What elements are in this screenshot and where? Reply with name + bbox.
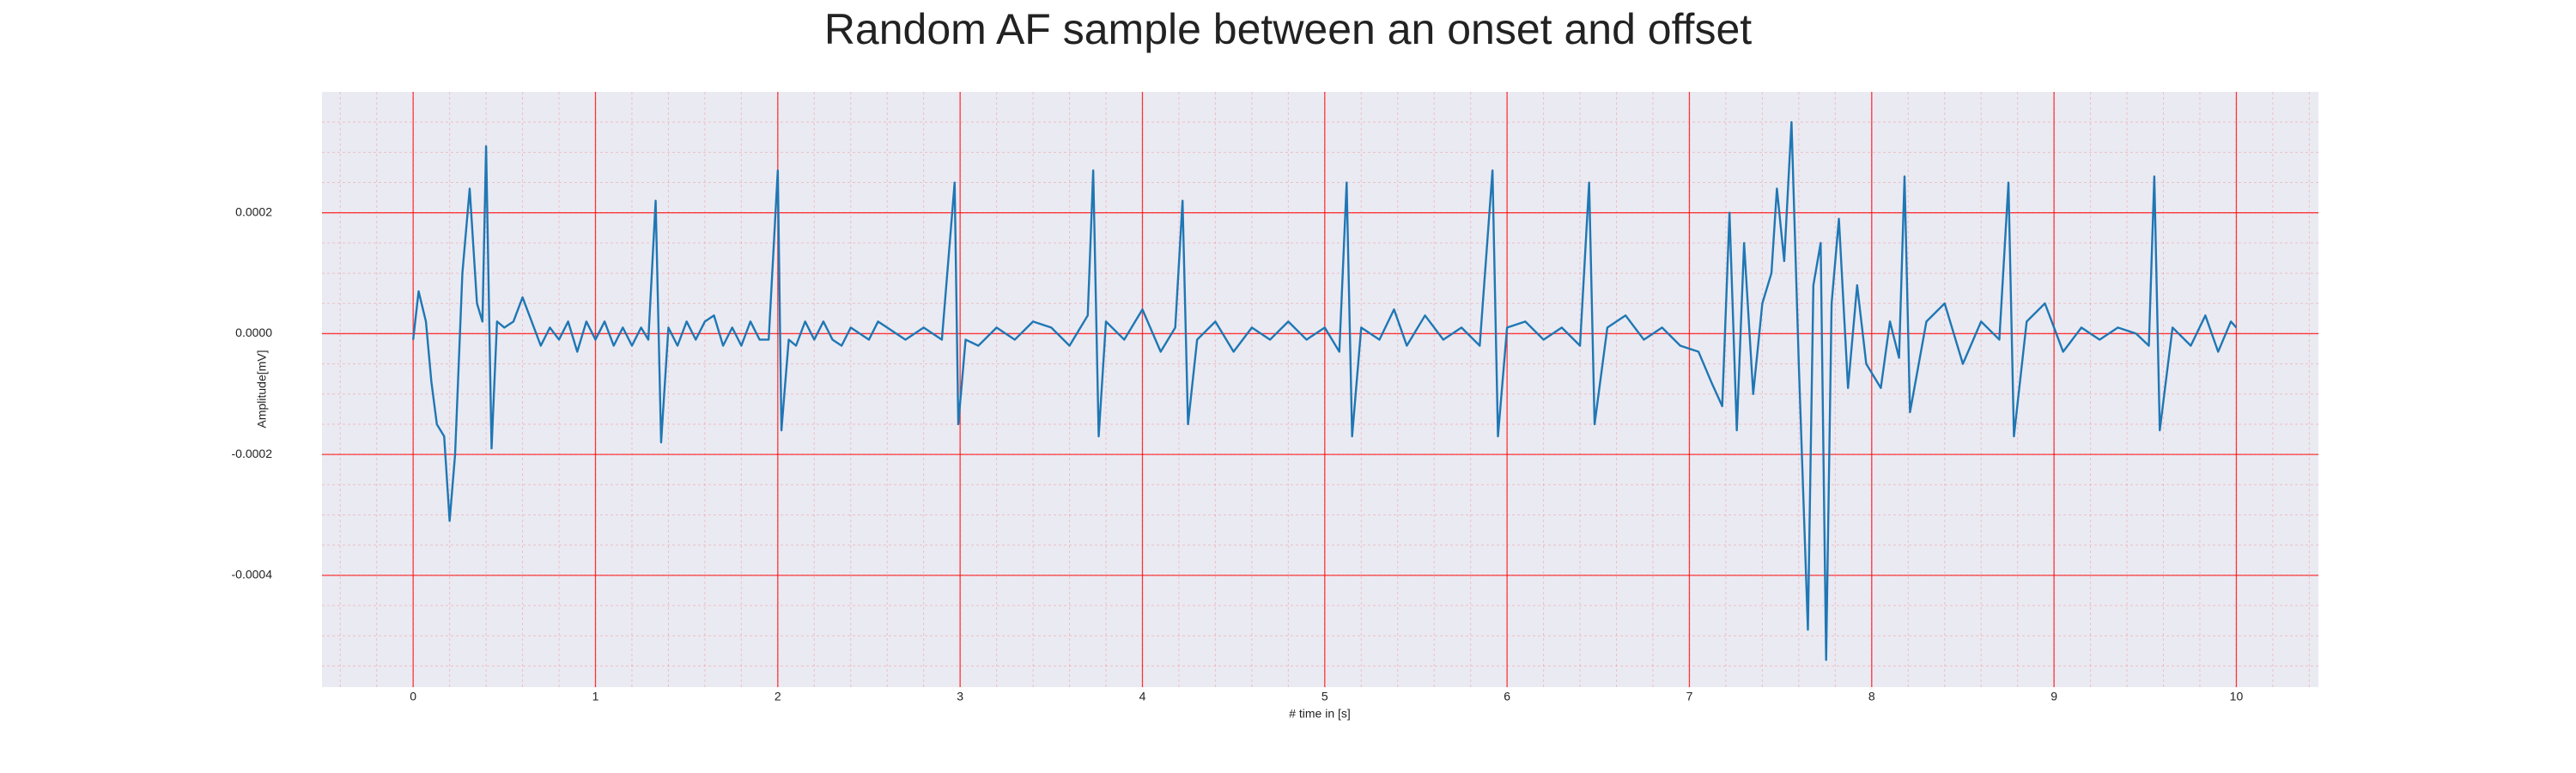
x-tick-label: 5 (1321, 690, 1328, 703)
x-tick-label: 2 (775, 690, 781, 703)
x-tick-label: 4 (1139, 690, 1146, 703)
y-axis-label: Amplitude[mV] (255, 350, 269, 428)
x-tick-label: 10 (2230, 690, 2244, 703)
x-tick-label: 1 (592, 690, 599, 703)
chart-title: Random AF sample between an onset and of… (824, 5, 1752, 53)
x-axis-label: # time in [s] (1289, 707, 1351, 721)
x-tick-label: 8 (1868, 690, 1875, 703)
y-tick-label: -0.0004 (232, 568, 273, 581)
x-tick-label: 7 (1686, 690, 1693, 703)
signal-line (411, 120, 2238, 661)
x-tick-label: 3 (957, 690, 963, 703)
y-tick-label: -0.0002 (232, 447, 273, 460)
x-tick-label: 9 (2050, 690, 2057, 703)
plot-background (322, 92, 2318, 687)
x-tick-label: 6 (1504, 690, 1510, 703)
x-tick-label: 0 (410, 690, 416, 703)
y-tick-label: 0.0000 (235, 326, 272, 339)
y-tick-label: 0.0002 (235, 204, 272, 218)
